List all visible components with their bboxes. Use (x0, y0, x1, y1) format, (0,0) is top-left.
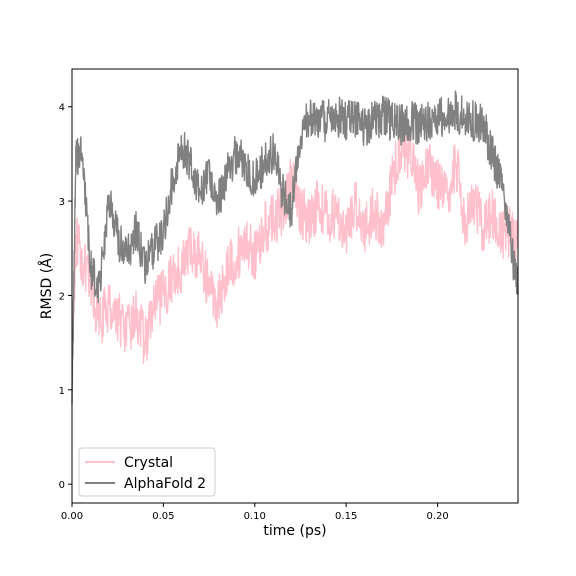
x-tick-label: 0.20 (426, 511, 448, 522)
x-tick-label: 0.05 (152, 511, 174, 522)
legend: Crystal AlphaFold 2 (78, 447, 216, 497)
plot-frame (71, 68, 519, 504)
x-axis-label: time (ps) (263, 523, 326, 539)
plot-area (72, 69, 518, 503)
series-line-alphafold-2 (71, 90, 519, 405)
legend-label-alphafold: AlphaFold 2 (124, 476, 206, 492)
series-line-crystal (71, 123, 519, 392)
x-axis-ticks: 0.00 0.05 0.10 0.15 0.20 (61, 503, 449, 522)
y-tick-label: 4 (59, 103, 65, 114)
x-tick-label: 0.00 (61, 511, 83, 522)
x-tick-label: 0.15 (335, 511, 357, 522)
y-tick-label: 0 (59, 480, 65, 491)
legend-label-crystal: Crystal (124, 455, 173, 471)
y-tick-label: 3 (59, 197, 65, 208)
y-tick-label: 1 (59, 386, 65, 397)
series-layer (71, 90, 519, 405)
x-tick-label: 0.10 (244, 511, 266, 522)
y-axis-label: RMSD (Å) (38, 253, 55, 319)
y-tick-label: 2 (59, 291, 65, 302)
y-axis-ticks: 0 1 2 3 4 (59, 103, 72, 491)
